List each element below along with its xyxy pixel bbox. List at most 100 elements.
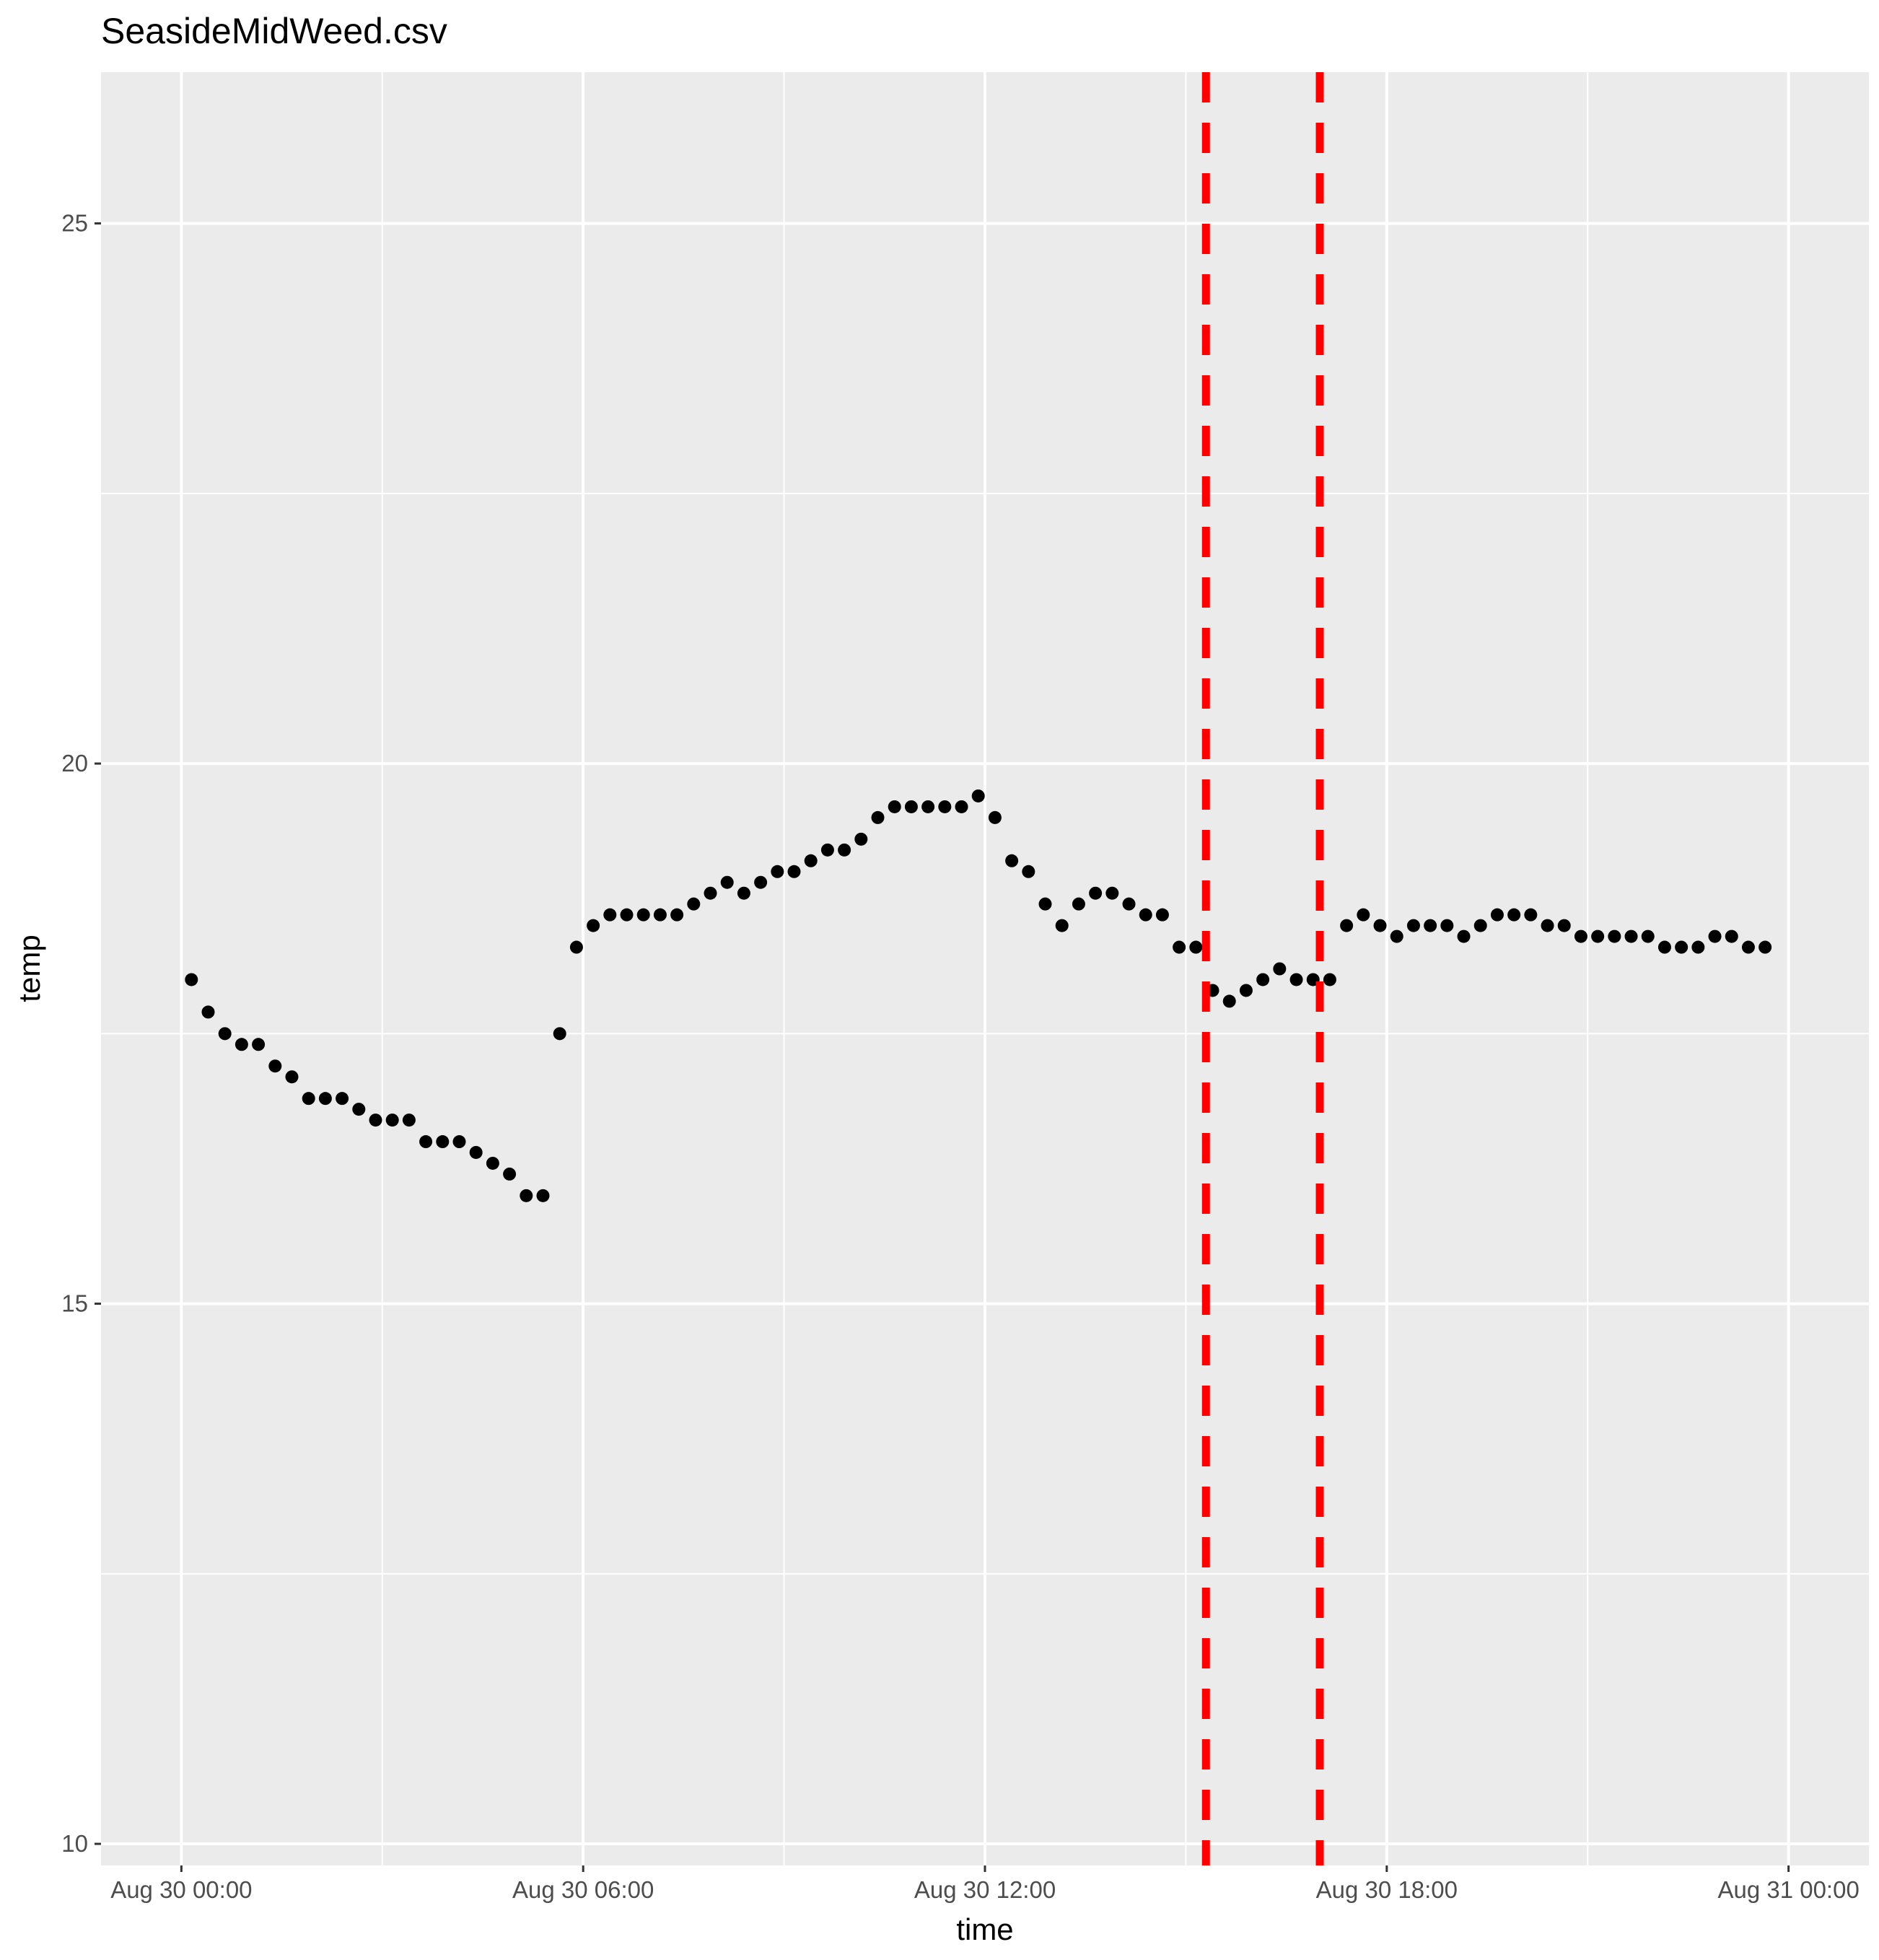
data-point bbox=[1457, 929, 1471, 943]
data-point bbox=[1022, 865, 1035, 878]
data-point bbox=[1624, 929, 1638, 943]
data-point bbox=[1155, 908, 1169, 922]
data-point bbox=[720, 875, 734, 889]
data-point bbox=[1256, 973, 1270, 986]
reference-lines bbox=[1201, 72, 1324, 1865]
data-point bbox=[838, 843, 851, 857]
data-point bbox=[1741, 940, 1755, 954]
data-point bbox=[603, 908, 617, 922]
data-point bbox=[704, 886, 717, 900]
x-tick-label: Aug 31 00:00 bbox=[1717, 1876, 1859, 1903]
data-point bbox=[1557, 919, 1571, 932]
data-point bbox=[1055, 919, 1069, 932]
data-point bbox=[636, 908, 650, 922]
data-point bbox=[1173, 940, 1186, 954]
data-point bbox=[268, 1059, 282, 1073]
data-point bbox=[1473, 919, 1487, 932]
data-point bbox=[1373, 919, 1387, 932]
data-point bbox=[1691, 940, 1705, 954]
data-point bbox=[1357, 908, 1370, 922]
data-point bbox=[670, 908, 684, 922]
data-point bbox=[1524, 908, 1538, 922]
data-point bbox=[1507, 908, 1521, 922]
data-point bbox=[1574, 929, 1587, 943]
data-point bbox=[1105, 886, 1119, 900]
data-point bbox=[218, 1027, 232, 1041]
data-point bbox=[1406, 919, 1420, 932]
x-tick-label: Aug 30 18:00 bbox=[1316, 1876, 1458, 1903]
data-point bbox=[1289, 973, 1303, 986]
data-point bbox=[1323, 973, 1336, 986]
data-point bbox=[436, 1135, 450, 1149]
data-point bbox=[402, 1114, 416, 1127]
data-point bbox=[1340, 919, 1354, 932]
data-point bbox=[1541, 919, 1554, 932]
data-point bbox=[1708, 929, 1722, 943]
data-point bbox=[1038, 897, 1052, 911]
data-point bbox=[1122, 897, 1136, 911]
data-point bbox=[1139, 908, 1152, 922]
data-point bbox=[302, 1092, 315, 1106]
data-point bbox=[938, 800, 952, 813]
data-point bbox=[904, 800, 918, 813]
data-point bbox=[520, 1189, 533, 1202]
data-point bbox=[201, 1005, 215, 1019]
data-point bbox=[1657, 940, 1671, 954]
data-point bbox=[787, 865, 801, 878]
chart-title: SeasideMidWeed.csv bbox=[101, 11, 447, 51]
data-point bbox=[1725, 929, 1738, 943]
data-point bbox=[553, 1027, 566, 1041]
data-point bbox=[1005, 854, 1019, 867]
data-point bbox=[1424, 919, 1437, 932]
data-point bbox=[385, 1114, 399, 1127]
data-point bbox=[1239, 984, 1253, 997]
y-tick-label: 25 bbox=[61, 210, 88, 237]
y-tick-label: 15 bbox=[61, 1290, 88, 1317]
data-point bbox=[955, 800, 968, 813]
data-point bbox=[653, 908, 667, 922]
data-point bbox=[452, 1135, 466, 1149]
data-point bbox=[804, 854, 818, 867]
data-point bbox=[888, 800, 901, 813]
data-point bbox=[369, 1114, 382, 1127]
data-point bbox=[820, 843, 834, 857]
data-point bbox=[1189, 940, 1203, 954]
major-gridlines bbox=[101, 72, 1869, 1865]
data-point bbox=[336, 1092, 349, 1106]
data-point bbox=[469, 1145, 483, 1159]
data-point bbox=[1440, 919, 1454, 932]
x-axis-title: time bbox=[956, 1912, 1013, 1946]
y-tick-label: 10 bbox=[61, 1830, 88, 1857]
data-point bbox=[1608, 929, 1621, 943]
data-point bbox=[352, 1103, 366, 1116]
x-tick-label: Aug 30 06:00 bbox=[512, 1876, 654, 1903]
data-point bbox=[1222, 994, 1236, 1008]
data-point bbox=[1675, 940, 1689, 954]
data-point bbox=[587, 919, 600, 932]
data-point bbox=[687, 897, 701, 911]
data-point bbox=[971, 789, 985, 802]
data-point bbox=[988, 810, 1002, 824]
y-tick-label: 20 bbox=[61, 750, 88, 776]
data-point bbox=[318, 1092, 332, 1106]
x-axis: Aug 30 00:00 Aug 30 06:00 Aug 30 12:00 Aug … bbox=[110, 1865, 1860, 1903]
data-point bbox=[771, 865, 784, 878]
data-point bbox=[486, 1156, 499, 1170]
data-point bbox=[871, 810, 885, 824]
data-point bbox=[1072, 897, 1085, 911]
data-point bbox=[1490, 908, 1504, 922]
data-point bbox=[1390, 929, 1403, 943]
data-point bbox=[536, 1189, 550, 1202]
x-tick-label: Aug 30 12:00 bbox=[914, 1876, 1056, 1903]
data-point bbox=[854, 832, 868, 846]
data-point bbox=[1089, 886, 1103, 900]
data-point bbox=[1641, 929, 1655, 943]
data-point bbox=[1758, 940, 1772, 954]
data-point bbox=[737, 886, 750, 900]
data-point bbox=[1273, 962, 1287, 976]
data-point bbox=[1591, 929, 1605, 943]
y-axis-title: temp bbox=[12, 935, 46, 1002]
data-point bbox=[235, 1038, 248, 1051]
data-point bbox=[185, 973, 198, 986]
